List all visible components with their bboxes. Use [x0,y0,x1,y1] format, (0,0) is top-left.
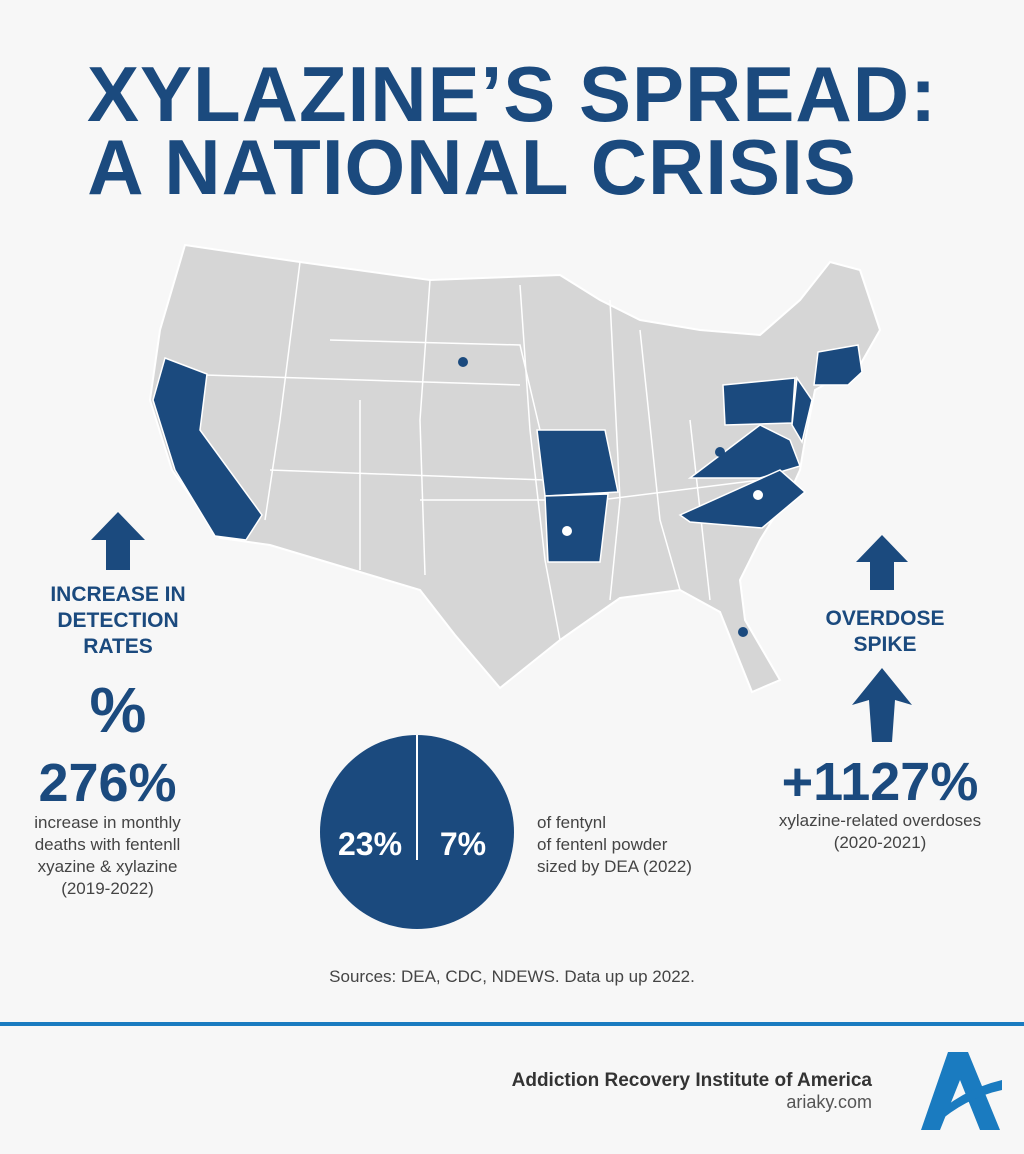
title-line-1: XYLAZINE’S SPREAD: [86,50,938,138]
label-line: RATES [83,635,153,658]
desc-line: (2019-2022) [61,879,154,898]
org-url[interactable]: ariaky.com [786,1092,872,1112]
marker-dot [715,447,725,457]
state-north-carolina [678,469,807,529]
desc-line: (2020-2021) [833,833,927,852]
marker-dot [458,357,468,367]
overdose-description: xylazine-related overdoses (2020-2021) [760,810,1000,854]
us-map-outline [148,243,882,694]
overdose-value: +1127% [781,752,979,812]
pie-description: of fentynl of fentenl powder sized by DE… [537,812,692,878]
label-line: SPIKE [853,633,917,656]
state-arkansas [544,493,609,563]
detection-value: 276% [38,753,177,813]
arrow-up-icon [852,668,912,742]
pie-label-7: 7% [439,826,487,862]
desc-line: increase in monthly [34,813,181,832]
marker-dot [753,490,763,500]
detection-description: increase in monthly deaths with fentenll… [0,812,215,900]
desc-line: of fentenl powder [537,835,668,854]
overdose-label: OVERDOSE SPIKE [785,606,985,658]
pie-label-23: 23% [337,826,403,862]
label-line: INCREASE IN [50,583,186,606]
desc-line: sized by DEA (2022) [537,857,692,876]
detection-label: INCREASE IN DETECTION RATES [18,582,218,660]
desc-line: of fentynl [537,813,606,832]
footer-divider [0,1022,1024,1026]
label-line: DETECTION [57,609,179,632]
state-new-jersey [791,375,813,444]
arrow-up-icon [91,512,145,570]
marker-dot [738,627,748,637]
state-pennsylvania [722,377,796,426]
label-line: OVERDOSE [825,607,945,630]
marker-dot [562,526,572,536]
highlighted-states [152,344,863,563]
arrow-up-icon [856,535,908,590]
percent-symbol: % [89,674,147,746]
desc-line: xylazine-related overdoses [778,811,982,830]
state-california [152,357,263,541]
sources: Sources: DEA, CDC, NDEWS. Data up up 202… [329,967,695,986]
desc-line: deaths with fentenll [34,835,181,854]
desc-line: xyazine & xylazine [37,857,178,876]
footer-text: Addiction Recovery Institute of America … [512,1070,872,1113]
state-virginia [687,424,801,479]
state-missouri [536,429,619,497]
org-name: Addiction Recovery Institute of America [511,1070,872,1091]
state-new-england [813,344,863,386]
state-borders [204,261,761,641]
title-line-2: A NATIONAL CRISIS [87,123,857,211]
